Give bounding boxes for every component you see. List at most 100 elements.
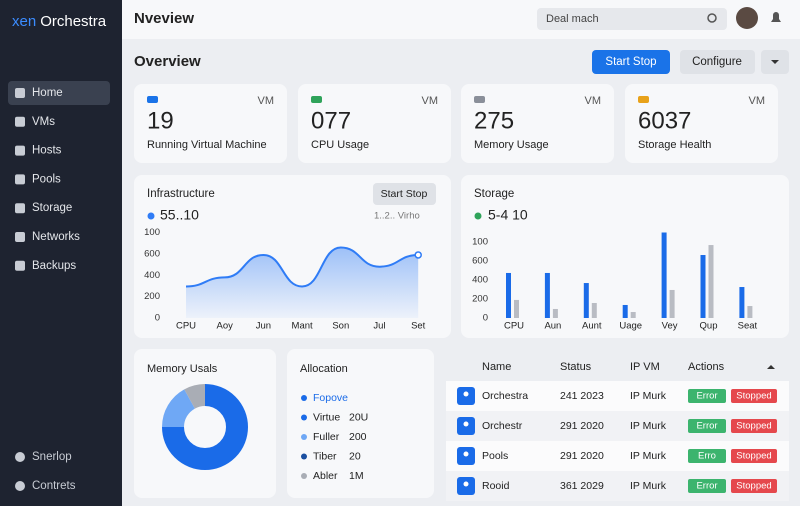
stat-label: CPU Usage: [311, 139, 369, 151]
nav-item[interactable]: Hosts: [32, 145, 62, 157]
logo-part: xen: [12, 13, 36, 30]
nav-icon: [15, 88, 25, 98]
line-series: [185, 246, 419, 288]
allocation-label: Virtue: [313, 411, 340, 423]
stat-value: 6037: [638, 107, 691, 134]
nav-icon: [15, 260, 25, 271]
dropdown-caret: [771, 60, 779, 64]
stat-unit: VM: [585, 95, 602, 107]
status-badge[interactable]: [688, 449, 726, 463]
section-title: Overview: [134, 53, 201, 70]
button-label: Start Stop: [605, 56, 656, 68]
nav-item[interactable]: Pools: [32, 173, 61, 185]
table-cell: 241 2023: [560, 390, 604, 402]
y-tick-label: 0: [483, 313, 488, 324]
search-box[interactable]: [537, 8, 727, 30]
stat-value: 077: [311, 107, 351, 134]
bell-icon[interactable]: [771, 12, 781, 22]
bar: [708, 245, 714, 318]
bar: [583, 283, 589, 318]
x-tick-label: Son: [332, 321, 349, 332]
secondary-button[interactable]: [680, 50, 755, 74]
nav-item[interactable]: Contrets: [32, 480, 76, 492]
bar: [630, 312, 636, 318]
donut-segment: [162, 384, 248, 470]
y-tick-label: 400: [472, 275, 488, 286]
x-tick-label: CPU: [176, 321, 196, 332]
card-title: Infrastructure: [147, 188, 215, 200]
sort-caret[interactable]: [767, 365, 775, 369]
row-icon-glyph: [463, 451, 469, 457]
table-header: Name: [482, 361, 511, 373]
x-tick-label: Seat: [738, 321, 758, 332]
badge-label: Stopped: [736, 421, 771, 432]
status-badge[interactable]: [731, 449, 777, 463]
nav-icon: [15, 116, 25, 127]
table-cell: Orchestr: [482, 420, 523, 432]
nav-item[interactable]: Storage: [32, 202, 72, 214]
status-badge[interactable]: [688, 479, 726, 493]
badge-label: Stopped: [736, 481, 771, 492]
table-cell: IP Murk: [630, 420, 667, 432]
nav-icon: [15, 481, 25, 491]
avatar[interactable]: [736, 7, 758, 29]
sidebar: [0, 0, 122, 506]
table-cell: Orchestra: [482, 390, 528, 402]
table-cell: Pools: [482, 450, 508, 462]
bar: [669, 289, 675, 318]
card: [461, 175, 789, 338]
table-cell: Rooid: [482, 480, 510, 492]
y-tick-label: 600: [472, 256, 488, 267]
nav-item[interactable]: Networks: [32, 231, 80, 243]
stat-label: Memory Usage: [474, 139, 549, 151]
x-tick-label: Aoy: [217, 321, 234, 332]
y-tick-label: 100: [144, 227, 160, 238]
table-header: IP VM: [630, 361, 660, 373]
stat-label: Storage Health: [638, 139, 711, 151]
status-badge[interactable]: [731, 419, 777, 433]
card-title: Storage: [474, 188, 514, 200]
table-cell: IP Murk: [630, 450, 667, 462]
table-header: Status: [560, 361, 592, 373]
x-tick-label: Jul: [373, 321, 385, 332]
legend-dot: [301, 453, 307, 460]
table-cell: 291 2020: [560, 450, 604, 462]
nav-item[interactable]: Home: [32, 87, 63, 99]
stat-icon: [638, 96, 649, 103]
y-tick-label: 200: [144, 291, 160, 302]
x-tick-label: Qup: [700, 321, 718, 332]
primary-button[interactable]: [592, 50, 670, 74]
nav-item[interactable]: Snerlop: [32, 451, 72, 463]
table-header: Actions: [688, 361, 725, 373]
nav-item[interactable]: Backups: [32, 260, 76, 272]
badge-label: Erro: [698, 451, 716, 462]
badge-label: Stopped: [736, 451, 771, 462]
x-tick-label: Uage: [619, 321, 642, 332]
stat-card: [461, 84, 614, 163]
allocation-label: Fuller: [313, 431, 340, 443]
status-badge[interactable]: [731, 479, 777, 493]
card: [134, 349, 276, 498]
allocation-value: 20U: [349, 411, 368, 423]
logo-part: Orchestra: [40, 13, 107, 30]
status-badge[interactable]: [688, 389, 726, 403]
status-badge[interactable]: [688, 419, 726, 433]
card-title: Allocation: [300, 363, 348, 375]
button-label: Start Stop: [381, 188, 428, 200]
stat-card: [625, 84, 778, 163]
stat-label: Running Virtual Machine: [147, 139, 267, 151]
status-badge[interactable]: [731, 389, 777, 403]
bar: [506, 272, 511, 318]
x-tick-label: Aunt: [582, 321, 602, 332]
bar: [622, 304, 628, 318]
card-button[interactable]: [373, 183, 436, 205]
legend-label: 55..10: [160, 207, 199, 223]
stat-value: 19: [147, 107, 174, 134]
allocation-label: Abler: [313, 470, 338, 482]
x-tick-label: Aun: [544, 321, 561, 332]
badge-label: Error: [696, 421, 717, 432]
x-tick-label: Set: [411, 321, 426, 332]
nav-item[interactable]: VMs: [32, 116, 55, 128]
allocation-value: 200: [349, 431, 367, 443]
y-tick-label: 400: [144, 270, 160, 281]
